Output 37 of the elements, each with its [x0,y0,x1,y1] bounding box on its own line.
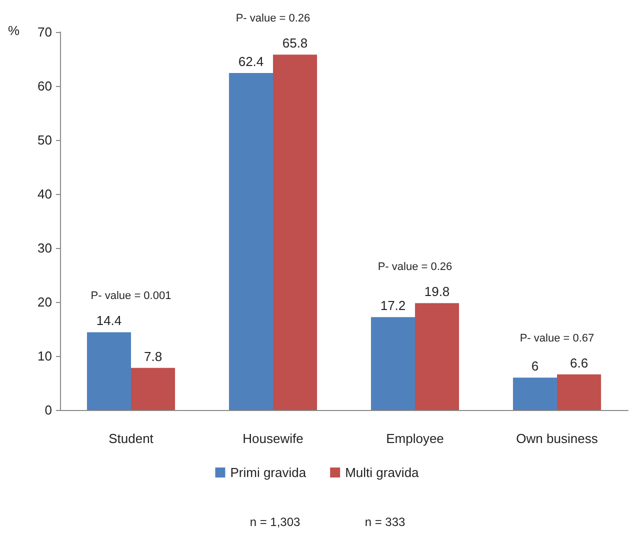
text: n = 333 [364,515,406,529]
y-tick-label: 30 [38,240,52,256]
y-tick-label: 60 [38,78,52,94]
bar [228,73,273,410]
text: n = 1,303 [250,515,301,529]
data-label: 6.6 [570,355,588,370]
y-tick-label: 0 [44,402,52,418]
text: P- value = 0.26 [236,12,310,25]
y-tick-label: 70 [38,24,52,40]
legend-label: Multi gravida [345,465,420,480]
x-tick-label: Student [108,431,154,446]
annotation: P- value = 0.001 [90,290,172,302]
bar [370,317,415,410]
y-tick-label: 50 [38,132,52,148]
annotation: P- value = 0.26 [378,261,452,274]
x-tick-label: Housewife [242,431,304,446]
y-tick-label: 40 [38,186,52,202]
data-label: 14.4 [96,313,122,328]
y-axis-title: % [8,23,20,38]
bar [86,332,131,410]
data-label: 19.8 [424,284,450,300]
bar [131,368,176,410]
data-label: 65.8 [282,36,308,51]
annotation: P- value = 0.67 [520,332,594,344]
data-label: 62.4 [238,54,264,70]
bar [273,54,318,410]
x-tick-label: Own business [516,431,598,446]
data-label: 7.8 [144,348,162,364]
data-label: 6 [531,358,539,374]
bar [415,303,460,410]
x-tick-label: Employee [386,431,444,446]
legend-label: Primi gravida [230,465,307,480]
data-label: 17.2 [380,298,406,314]
y-tick-label: 10 [38,348,52,364]
bar [512,378,557,410]
bar [557,374,602,410]
y-tick-label: 20 [38,294,52,310]
